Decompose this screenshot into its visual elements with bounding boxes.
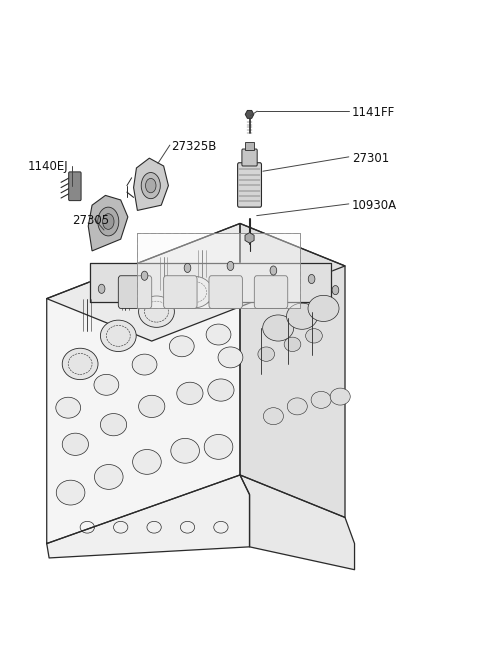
FancyBboxPatch shape (118, 276, 152, 308)
Polygon shape (240, 475, 355, 569)
Circle shape (98, 207, 119, 236)
Text: 27301: 27301 (352, 152, 389, 165)
Text: 1141FF: 1141FF (352, 106, 396, 119)
Text: 27305: 27305 (72, 214, 109, 227)
Ellipse shape (95, 464, 123, 489)
FancyBboxPatch shape (69, 172, 81, 201)
Circle shape (141, 173, 160, 199)
Circle shape (184, 263, 191, 272)
Polygon shape (88, 195, 128, 251)
Polygon shape (90, 262, 331, 302)
Ellipse shape (169, 336, 194, 357)
Ellipse shape (139, 396, 165, 417)
Ellipse shape (100, 320, 136, 352)
FancyBboxPatch shape (164, 276, 197, 308)
Circle shape (145, 178, 156, 193)
Polygon shape (133, 158, 168, 211)
Circle shape (98, 284, 105, 293)
Circle shape (141, 271, 148, 280)
Ellipse shape (62, 433, 88, 455)
Polygon shape (47, 475, 250, 558)
FancyBboxPatch shape (238, 163, 262, 207)
Ellipse shape (94, 375, 119, 396)
Ellipse shape (258, 347, 275, 361)
Ellipse shape (132, 449, 161, 474)
Text: 1140EJ: 1140EJ (28, 159, 68, 173)
Ellipse shape (62, 348, 98, 380)
Ellipse shape (264, 407, 283, 424)
Circle shape (227, 261, 234, 270)
Polygon shape (47, 224, 240, 544)
Ellipse shape (306, 329, 323, 343)
Bar (137, 234, 300, 308)
Circle shape (332, 285, 339, 295)
Polygon shape (245, 110, 254, 118)
Ellipse shape (177, 276, 213, 308)
Ellipse shape (263, 315, 294, 341)
Ellipse shape (56, 480, 85, 505)
Ellipse shape (56, 398, 81, 418)
Ellipse shape (208, 379, 234, 401)
Ellipse shape (311, 392, 331, 408)
Text: 10930A: 10930A (352, 199, 397, 212)
Ellipse shape (284, 337, 301, 352)
Circle shape (270, 266, 277, 275)
Ellipse shape (287, 398, 307, 415)
Polygon shape (47, 224, 345, 341)
Ellipse shape (206, 324, 231, 345)
Ellipse shape (100, 413, 127, 436)
Ellipse shape (171, 438, 199, 463)
Ellipse shape (287, 303, 318, 329)
Ellipse shape (218, 347, 243, 368)
Polygon shape (240, 224, 345, 518)
Ellipse shape (132, 354, 157, 375)
Text: 27325B: 27325B (171, 140, 216, 153)
FancyBboxPatch shape (242, 149, 257, 166)
Polygon shape (111, 266, 326, 298)
Circle shape (103, 214, 114, 230)
Ellipse shape (308, 295, 339, 321)
Ellipse shape (204, 434, 233, 459)
FancyBboxPatch shape (254, 276, 288, 308)
FancyBboxPatch shape (209, 276, 242, 308)
Ellipse shape (139, 296, 174, 327)
Ellipse shape (177, 382, 203, 405)
Bar (245, 142, 254, 150)
Ellipse shape (330, 388, 350, 405)
Polygon shape (245, 233, 254, 243)
Circle shape (308, 274, 315, 283)
